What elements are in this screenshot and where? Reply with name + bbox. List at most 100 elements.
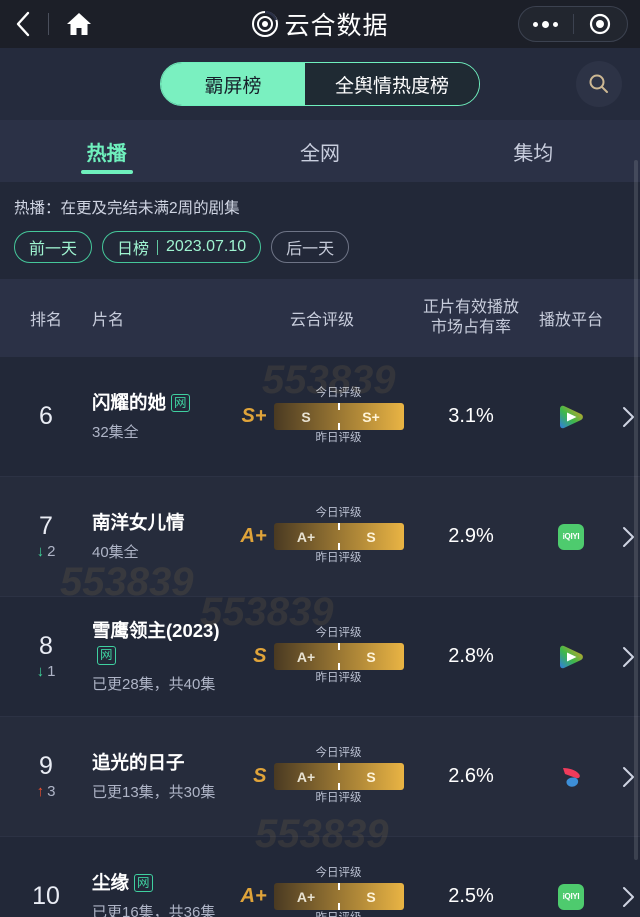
ranking-type-toggle-bar: 霸屏榜 全舆情热度榜 (0, 48, 640, 120)
rank-delta: ↓ 2 (37, 543, 56, 560)
rating-grade: A+ (240, 525, 267, 547)
search-icon (589, 74, 608, 93)
vertical-scrollbar[interactable] (634, 160, 638, 860)
rating-cell: S 今日评级 A+ S 昨日评级 (227, 747, 417, 806)
header-rating: 云合评级 (289, 312, 354, 329)
rating-bar: A+ S (273, 643, 404, 670)
rating-today-label: 今日评级 (315, 627, 362, 640)
search-button[interactable] (576, 61, 622, 107)
row-detail-button[interactable] (617, 766, 640, 788)
show-title[interactable]: 闪耀的她网 (92, 391, 227, 415)
date-range-value: 2023.07.10 (166, 238, 247, 255)
tencent-video-icon (560, 405, 583, 428)
mango-tv-icon (563, 767, 580, 787)
chevron-left-icon (16, 11, 30, 37)
chevron-right-icon (623, 526, 634, 547)
prev-day-button[interactable]: 前一天 (14, 231, 93, 263)
rating-comparison: 今日评级 A+ S 昨日评级 (273, 627, 404, 686)
platform-cell[interactable]: iQIYI (525, 883, 617, 910)
tab-jijun[interactable]: 集均 (427, 120, 640, 182)
yunhe-swirl-logo-icon (252, 10, 279, 37)
rating-yesterday-value: A+ (296, 648, 316, 665)
rating-comparison: 今日评级 S S+ 昨日评级 (273, 387, 404, 446)
title-cell: 雪鹰领主(2023) 网已更28集，共40集 (92, 619, 227, 694)
market-share-value: 2.9% (448, 525, 494, 547)
segment-quanyuqing[interactable]: 全舆情热度榜 (304, 63, 479, 105)
next-day-button[interactable]: 后一天 (271, 231, 350, 263)
show-title[interactable]: 南洋女儿情 (92, 511, 185, 533)
rating-today-label: 今日评级 (315, 747, 362, 760)
web-exclusive-badge: 网 (171, 393, 190, 413)
navigation-bar: 云合数据 (0, 0, 640, 48)
circle-close-icon[interactable] (574, 13, 628, 35)
more-dots-icon[interactable] (519, 20, 573, 28)
episode-info: 已更16集，共36集 (92, 904, 216, 917)
table-header: 排名 片名 云合评级 正片有效播放 市场占有率 播放平台 (0, 279, 640, 357)
header-share-line2: 市场占有率 (430, 319, 511, 336)
circle-close-glyph (590, 13, 611, 35)
rating-yesterday-label: 昨日评级 (315, 432, 362, 444)
rating-today-value: S (366, 528, 376, 545)
episode-info: 已更13集，共30集 (92, 784, 216, 802)
rating-tick-top-icon (337, 883, 340, 890)
tab-rebo[interactable]: 热播 (0, 120, 213, 182)
rating-grade: A+ (240, 885, 267, 907)
nav-divider (48, 13, 49, 35)
segment-bapingbang[interactable]: 霸屏榜 (160, 63, 305, 105)
rank-delta: ↓ 1 (37, 663, 56, 680)
platform-cell[interactable] (525, 643, 617, 671)
rating-cell: A+ 今日评级 A+ S 昨日评级 (227, 867, 417, 917)
platform-cell[interactable]: iQIYI (525, 523, 617, 550)
back-button[interactable] (0, 0, 46, 48)
rating-today-label: 今日评级 (315, 387, 362, 400)
rating-grade: S+ (241, 405, 267, 427)
episode-info: 32集全 (92, 424, 139, 442)
tencent-video-icon (560, 645, 583, 668)
title-cell: 南洋女儿情 40集全 (92, 511, 227, 562)
miniprogram-capsule (518, 6, 628, 42)
rating-yesterday-label: 昨日评级 (315, 672, 362, 684)
row-detail-button[interactable] (617, 646, 640, 668)
chevron-right-icon (623, 406, 634, 427)
tab-quanwang[interactable]: 全网 (213, 120, 426, 182)
table-row[interactable]: 6 闪耀的她网 32集全 S+ 今日评级 S S+ 昨日评级 3.1% (0, 357, 640, 477)
rating-comparison: 今日评级 A+ S 昨日评级 (273, 867, 404, 917)
home-button[interactable] (55, 0, 103, 48)
rating-comparison: 今日评级 A+ S 昨日评级 (273, 747, 404, 806)
table-row[interactable]: 7 ↓ 2 南洋女儿情 40集全 A+ 今日评级 A+ S 昨日评级 2.9% iQIYI (0, 477, 640, 597)
rating-tick-bottom-icon (337, 423, 340, 430)
row-detail-button[interactable] (617, 526, 640, 548)
rating-yesterday-value: A+ (296, 888, 316, 905)
rating-yesterday-value: A+ (296, 528, 316, 545)
rank-delta-value: 1 (47, 662, 56, 680)
category-tabs: 热播 全网 集均 (0, 120, 640, 182)
row-detail-button[interactable] (617, 886, 640, 908)
show-title[interactable]: 追光的日子 (92, 751, 185, 773)
rating-tick-top-icon (337, 523, 340, 530)
pill-separator (157, 239, 159, 255)
market-share-value: 2.6% (448, 765, 494, 787)
row-detail-button[interactable] (617, 406, 640, 428)
rating-tick-bottom-icon (337, 543, 340, 550)
table-row[interactable]: 9 ↑ 3 追光的日子 已更13集，共30集 S 今日评级 A+ S 昨日评级 2.6% (0, 717, 640, 837)
rank-delta-value: 2 (47, 542, 56, 560)
table-row[interactable]: 8 ↓ 1 雪鹰领主(2023) 网已更28集，共40集 S 今日评级 A+ S 昨日评级 2.8% (0, 597, 640, 717)
platform-cell[interactable] (525, 763, 617, 791)
rank-up-arrow-icon: ↑ (36, 782, 45, 800)
page-title-text: 云合数据 (284, 12, 389, 40)
show-title[interactable]: 雪鹰领主(2023) 网 (92, 619, 227, 667)
market-share-value: 3.1% (448, 405, 494, 427)
date-range-button[interactable]: 日榜 2023.07.10 (102, 231, 262, 263)
rank-number: 10 (32, 881, 60, 910)
rating-today-label: 今日评级 (315, 867, 362, 880)
header-rank: 排名 (29, 312, 62, 329)
rating-yesterday-value: S (301, 408, 311, 425)
platform-cell[interactable] (525, 403, 617, 431)
rank-down-arrow-icon: ↓ (36, 542, 45, 560)
filter-section: 热播：在更及完结未满2周的剧集 前一天 日榜 2023.07.10 后一天 (0, 182, 640, 279)
show-title[interactable]: 尘缘网 (92, 871, 227, 895)
rating-tick-bottom-icon (337, 783, 340, 790)
tab-jijun-label: 集均 (513, 142, 554, 165)
